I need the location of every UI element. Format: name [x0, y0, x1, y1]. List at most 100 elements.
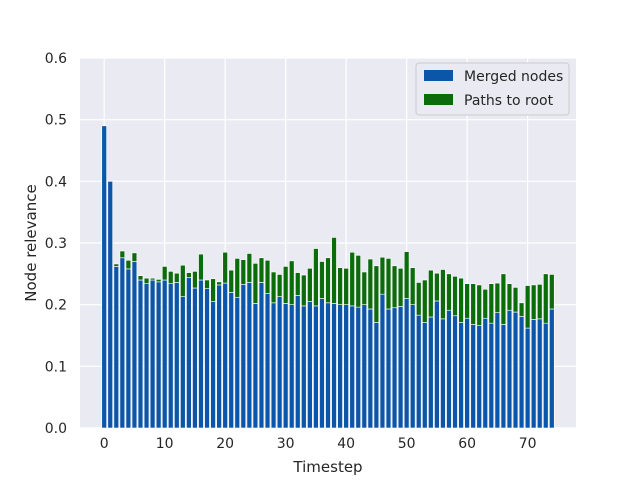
- x-tick-label: 60: [458, 436, 476, 452]
- x-tick-label: 40: [337, 436, 355, 452]
- bar-paths-to-root: [204, 279, 210, 289]
- bar-paths-to-root: [155, 279, 162, 283]
- bar-merged-nodes: [282, 303, 289, 429]
- bar-merged-nodes: [131, 261, 138, 429]
- bar-paths-to-root: [174, 272, 180, 283]
- bar-paths-to-root: [186, 272, 192, 278]
- bar-paths-to-root: [222, 251, 228, 284]
- bar-paths-to-root: [307, 267, 313, 302]
- bar-paths-to-root: [391, 265, 398, 309]
- bar-merged-nodes: [276, 296, 283, 429]
- y-tick-label: 0.3: [45, 236, 67, 252]
- bar-paths-to-root: [422, 279, 428, 323]
- bar-merged-nodes: [464, 317, 470, 429]
- legend: Merged nodes Paths to root: [415, 62, 570, 116]
- bar-merged-nodes: [180, 296, 186, 429]
- bar-paths-to-root: [458, 277, 464, 323]
- bar-paths-to-root: [331, 237, 337, 304]
- bar-merged-nodes: [258, 282, 265, 429]
- bar-paths-to-root: [470, 283, 476, 325]
- bar-paths-to-root: [168, 271, 174, 285]
- bar-merged-nodes: [512, 311, 519, 429]
- bar-paths-to-root: [192, 271, 198, 289]
- bar-merged-nodes: [409, 304, 416, 429]
- bar-paths-to-root: [180, 264, 186, 297]
- bar-merged-nodes: [204, 288, 210, 429]
- bar-merged-nodes: [524, 327, 531, 429]
- bar-merged-nodes: [246, 282, 253, 429]
- bar-paths-to-root: [500, 273, 507, 325]
- bar-paths-to-root: [264, 259, 271, 294]
- y-tick-labels: 0.0 0.1 0.2 0.3 0.4 0.5 0.6: [45, 51, 67, 437]
- y-tick-label: 0.6: [45, 51, 67, 67]
- bar-paths-to-root: [337, 267, 343, 305]
- bar-paths-to-root: [198, 253, 204, 281]
- bar-merged-nodes: [543, 322, 549, 429]
- bar-merged-nodes: [270, 302, 277, 429]
- bar-paths-to-root: [361, 271, 368, 305]
- bar-merged-nodes: [379, 293, 386, 429]
- bar-merged-nodes: [137, 279, 144, 429]
- bar-merged-nodes: [319, 298, 325, 429]
- bar-merged-nodes: [367, 308, 374, 429]
- bar-merged-nodes: [476, 325, 482, 429]
- bar-merged-nodes: [307, 301, 313, 429]
- bar-paths-to-root: [367, 258, 374, 310]
- bar-paths-to-root: [349, 251, 355, 307]
- bar-paths-to-root: [524, 285, 531, 329]
- bar-paths-to-root: [476, 284, 482, 326]
- y-tick-label: 0.1: [45, 359, 67, 375]
- bar-merged-nodes: [210, 301, 216, 429]
- bar-paths-to-root: [252, 263, 259, 304]
- x-tick-label: 10: [156, 436, 174, 452]
- bar-merged-nodes: [174, 282, 180, 429]
- bar-merged-nodes: [446, 309, 452, 429]
- bar-merged-nodes: [107, 181, 113, 429]
- bar-paths-to-root: [464, 283, 470, 319]
- bar-paths-to-root: [119, 250, 126, 259]
- bar-paths-to-root: [416, 282, 422, 316]
- bar-merged-nodes: [361, 304, 368, 429]
- bar-merged-nodes: [530, 319, 537, 429]
- bar-merged-nodes: [313, 305, 319, 429]
- bar-paths-to-root: [295, 272, 301, 296]
- bar-merged-nodes: [452, 315, 458, 429]
- bar-merged-nodes: [216, 284, 222, 429]
- legend-swatch-merged-nodes: [424, 70, 453, 81]
- bar-paths-to-root: [355, 255, 361, 308]
- bar-paths-to-root: [494, 282, 501, 313]
- bar-merged-nodes: [470, 324, 476, 429]
- x-tick-label: 20: [216, 436, 234, 452]
- bar-merged-nodes: [434, 300, 440, 429]
- bar-merged-nodes: [500, 324, 507, 429]
- bar-paths-to-root: [549, 274, 555, 310]
- bar-paths-to-root: [428, 269, 434, 318]
- bar-paths-to-root: [403, 251, 410, 299]
- bar-merged-nodes: [301, 305, 307, 429]
- bar-merged-nodes: [288, 304, 295, 429]
- bar-merged-nodes: [101, 125, 107, 429]
- bar-paths-to-root: [246, 253, 253, 283]
- bar-paths-to-root: [113, 263, 120, 267]
- bar-paths-to-root: [240, 259, 247, 285]
- bar-merged-nodes: [403, 298, 410, 429]
- bar-paths-to-root: [313, 248, 319, 307]
- bar-merged-nodes: [397, 306, 404, 429]
- bar-merged-nodes: [252, 303, 259, 429]
- bar-paths-to-root: [282, 266, 289, 304]
- bar-merged-nodes: [506, 309, 513, 429]
- bar-paths-to-root: [288, 260, 295, 305]
- bar-paths-to-root: [452, 275, 458, 317]
- bar-merged-nodes: [349, 305, 355, 429]
- x-tick-label: 70: [519, 436, 537, 452]
- legend-swatch-paths-to-root: [424, 94, 453, 105]
- bar-paths-to-root: [373, 265, 380, 323]
- bar-paths-to-root: [234, 258, 240, 298]
- bar-merged-nodes: [264, 293, 271, 429]
- bar-paths-to-root: [506, 283, 513, 311]
- bar-merged-nodes: [168, 283, 174, 429]
- legend-box: [415, 62, 570, 116]
- bar-paths-to-root: [543, 273, 549, 324]
- bar-paths-to-root: [149, 277, 156, 281]
- bar-merged-nodes: [416, 314, 422, 429]
